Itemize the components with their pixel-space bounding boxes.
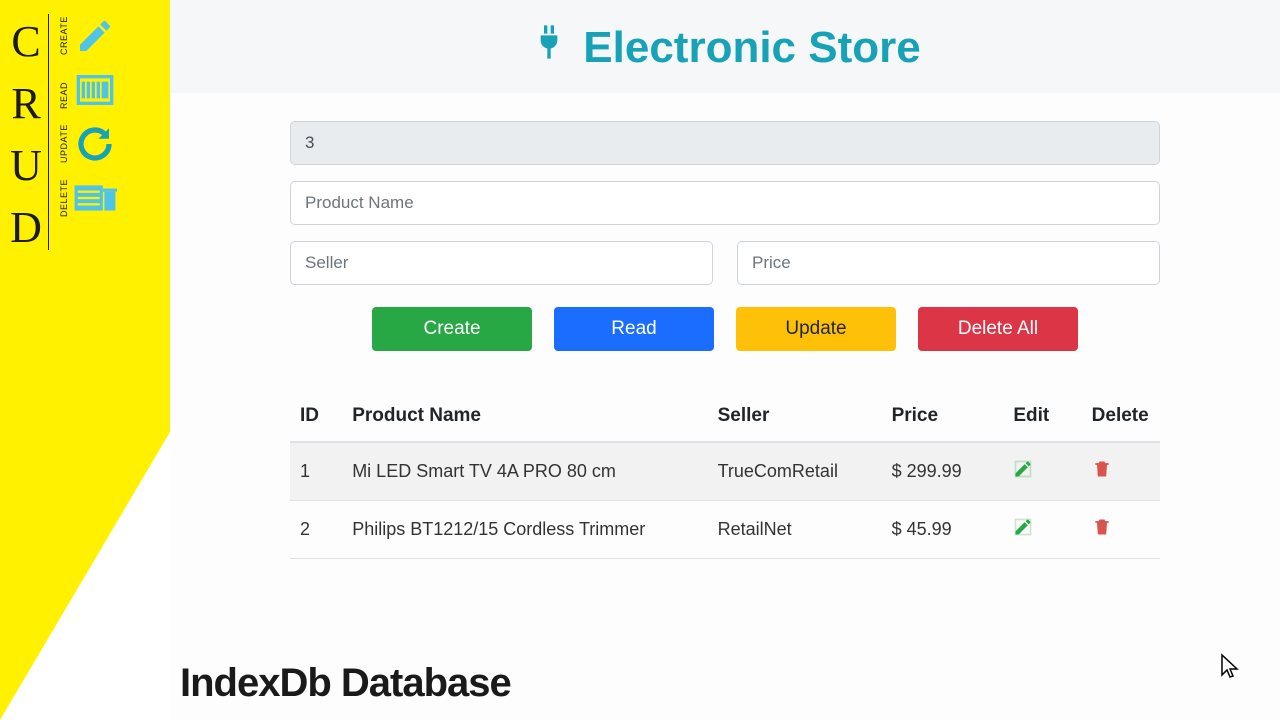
id-field [290,121,1160,165]
trash-icon[interactable] [1092,521,1112,541]
storage-trash-icon [73,176,117,220]
cell-price: $ 299.99 [882,442,1004,501]
product-name-input[interactable] [290,181,1160,225]
crud-item-label: DELETE [59,179,69,217]
cell-seller: TrueComRetail [708,442,882,501]
read-button[interactable]: Read [554,307,714,351]
crud-letter-u: U [10,144,42,188]
edit-icon[interactable] [1013,521,1033,541]
pencil-icon [73,14,117,58]
crud-letter-d: D [10,206,42,250]
crud-item-label: UPDATE [59,125,69,163]
trash-icon[interactable] [1092,463,1112,483]
cursor-icon [1220,653,1240,684]
table-row: 1Mi LED Smart TV 4A PRO 80 cmTrueComReta… [290,442,1160,501]
col-id: ID [290,395,342,442]
update-button[interactable]: Update [736,307,896,351]
store-title-text: Electronic Store [583,23,920,73]
cell-price: $ 45.99 [882,501,1004,559]
plug-icon [529,22,569,73]
crud-sidebar: C R U D CREATE READ UPDATE DELETE [0,0,170,720]
cell-id: 2 [290,501,342,559]
crud-item-read: READ [59,68,117,112]
barcode-icon [73,68,117,112]
table-row: 2Philips BT1212/15 Cordless TrimmerRetai… [290,501,1160,559]
products-table: IDProduct NameSellerPriceEditDelete 1Mi … [290,395,1160,559]
col-delete: Delete [1082,395,1160,442]
header: Electronic Store [170,0,1280,93]
price-input[interactable] [737,241,1160,285]
delete-all-button[interactable]: Delete All [918,307,1078,351]
col-seller: Seller [708,395,882,442]
crud-item-delete: DELETE [59,176,117,220]
edit-icon[interactable] [1013,463,1033,483]
crud-letter-r: R [10,82,42,126]
col-product-name: Product Name [342,395,707,442]
crud-letter-c: C [10,20,42,64]
store-title: Electronic Store [529,22,920,73]
cell-name: Mi LED Smart TV 4A PRO 80 cm [342,442,707,501]
cell-id: 1 [290,442,342,501]
seller-input[interactable] [290,241,713,285]
footer-title: IndexDb Database [180,661,511,706]
col-edit: Edit [1003,395,1081,442]
crud-item-update: UPDATE [59,122,117,166]
crud-item-label: READ [59,71,69,109]
col-price: Price [882,395,1004,442]
main-content: Electronic Store Create Read Update Dele… [170,0,1280,720]
crud-acronym: C R U D [10,14,42,250]
refresh-icon [73,122,117,166]
product-form: Create Read Update Delete All [290,121,1160,351]
cell-name: Philips BT1212/15 Cordless Trimmer [342,501,707,559]
cell-seller: RetailNet [708,501,882,559]
create-button[interactable]: Create [372,307,532,351]
crud-item-label: CREATE [59,17,69,55]
crud-item-create: CREATE [59,14,117,58]
